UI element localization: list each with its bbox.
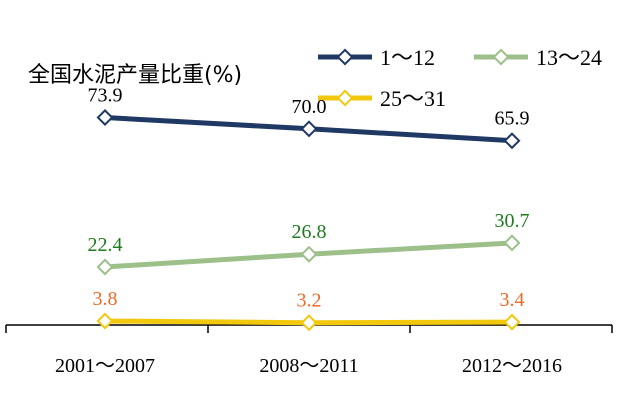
data-label: 73.9: [88, 85, 123, 107]
series-3: 3.8 3.2 3.4: [93, 288, 525, 332]
chart-title: 全国水泥产量比重(%): [28, 63, 242, 88]
data-label: 22.4: [88, 234, 123, 256]
data-point: [503, 313, 521, 331]
legend-label-series-3: 25～31: [380, 86, 446, 111]
data-label: 3.2: [297, 290, 322, 312]
data-point: [300, 120, 318, 138]
legend-item-series-1: 1～12: [318, 45, 435, 70]
legend-label-series-2: 13～24: [536, 45, 602, 70]
legend-item-series-3: 25～31: [318, 86, 446, 111]
series-layer: 73.9 70.0 65.9 22.4 26.8 30.7 3.8 3.2 3.4: [88, 85, 530, 332]
data-label: 26.8: [292, 221, 327, 243]
data-point: [300, 314, 318, 332]
data-point: [503, 132, 521, 150]
x-tick-label: 2008～2011: [259, 355, 358, 377]
data-label: 3.4: [500, 289, 525, 311]
data-label: 70.0: [292, 96, 327, 118]
x-axis: 2001～2007 2008～2011 2012～2016: [5, 324, 613, 377]
legend-marker-series-1: [336, 48, 354, 66]
data-point: [96, 312, 114, 330]
series-1: 73.9 70.0 65.9: [88, 85, 530, 150]
data-point: [96, 258, 114, 276]
data-label: 3.8: [93, 288, 118, 310]
legend-item-series-2: 13～24: [474, 45, 602, 70]
legend-marker-series-2: [492, 48, 510, 66]
x-tick-label: 2001～2007: [55, 355, 155, 377]
data-label: 30.7: [495, 210, 530, 232]
legend-marker-series-3: [336, 89, 354, 107]
series-2: 22.4 26.8 30.7: [88, 210, 530, 276]
x-tick-label: 2012～2016: [462, 355, 562, 377]
data-point: [503, 234, 521, 252]
data-label: 65.9: [495, 108, 530, 130]
data-point: [96, 109, 114, 126]
legend: 1～12 13～24 25～31: [318, 45, 602, 111]
legend-label-series-1: 1～12: [380, 45, 435, 70]
data-point: [300, 245, 318, 263]
